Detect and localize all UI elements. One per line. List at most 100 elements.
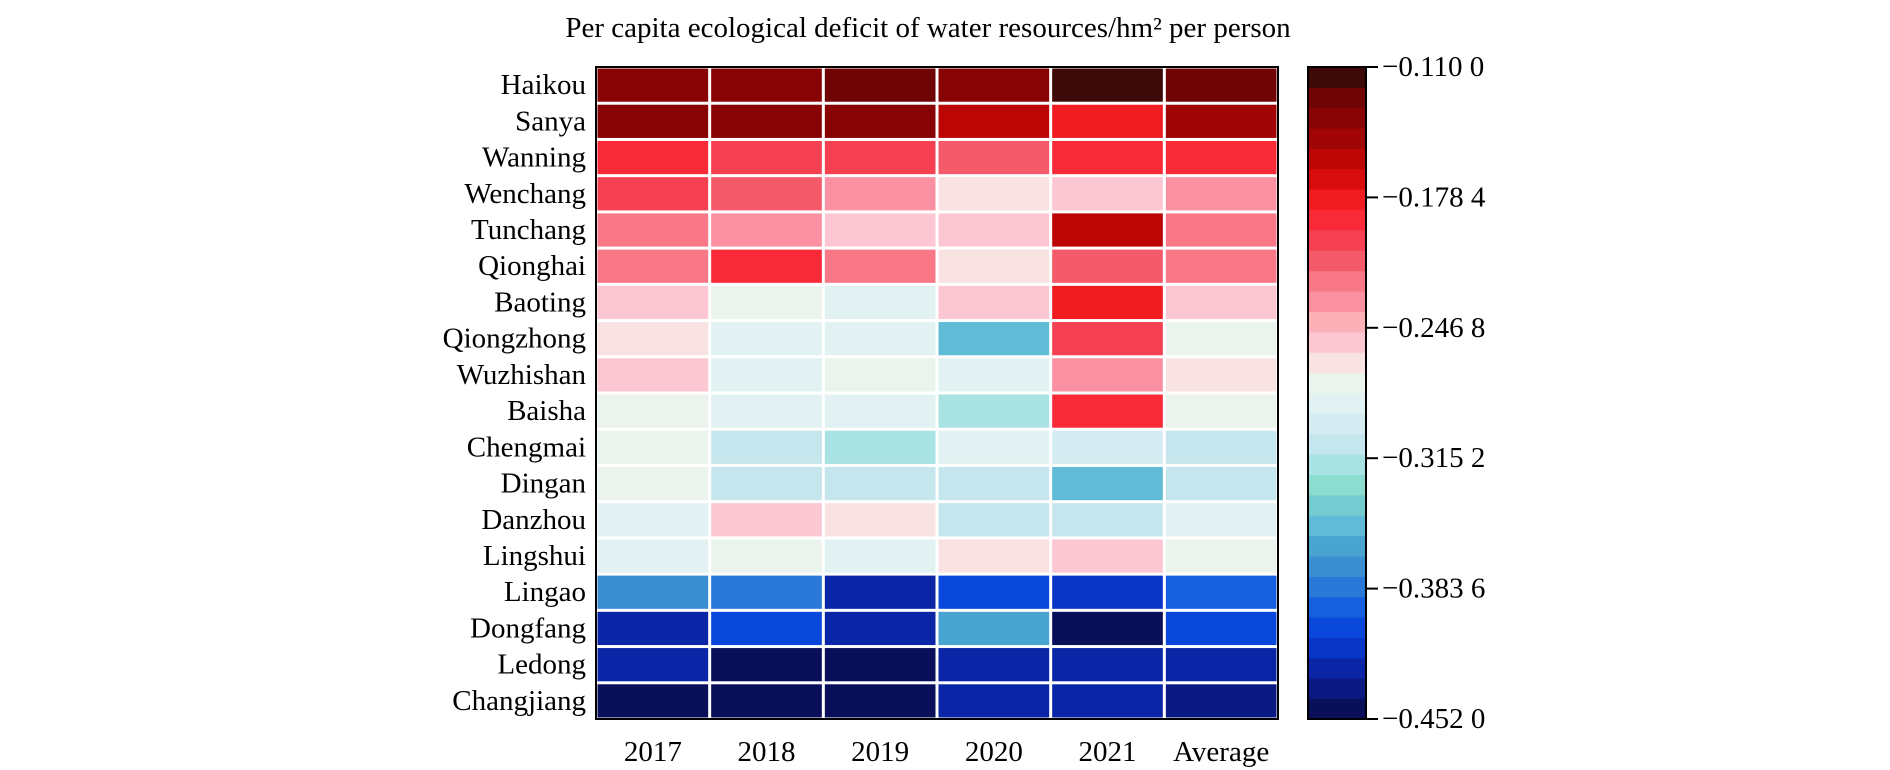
heatmap-cell [1052,104,1163,138]
heatmap-cell [711,430,822,464]
chart-title: Per capita ecological deficit of water r… [565,12,1291,44]
heatmap-cell [938,322,1050,356]
column-labels: 2017 2018 2019 2020 2021 Average [624,736,1269,768]
heatmap-cell [1052,684,1163,718]
heatmap-cell [1052,140,1163,175]
heatmap-cell [1052,249,1163,283]
colorbar-segment [1308,556,1366,577]
heatmap-cell [1052,430,1163,464]
colorbar-segment [1308,107,1366,129]
colorbar-segment [1308,413,1366,435]
colorbar-segment [1308,657,1366,679]
heatmap-cell [1052,213,1163,247]
heatmap-cell [1165,213,1277,247]
heatmap-cell [1052,322,1163,356]
heatmap-cell [597,503,709,537]
heatmap-cell [597,684,709,718]
heatmap-cell [1165,539,1277,573]
heatmap-cell [711,213,822,247]
heatmap-cell [597,611,709,646]
heatmap-cell [824,466,936,501]
colorbar-tick-label: −0.178 4 [1382,181,1486,213]
heatmap-cell [824,611,936,646]
colorbar-segment [1308,637,1366,659]
heatmap-cell [597,539,709,573]
colorbar-segment [1308,128,1366,149]
heatmap-cell [1052,466,1163,501]
heatmap-cell [711,322,822,356]
row-label: Haikou [501,69,586,101]
colorbar-segment [1308,617,1366,638]
colorbar-frame [1307,66,1367,720]
colorbar-segment [1308,576,1366,598]
heatmap-cell [824,575,936,609]
colorbar-segment [1308,291,1366,312]
row-label: Wanning [482,142,586,174]
heatmap-cell [938,394,1050,428]
heatmap-cell [824,503,936,537]
heatmap-cell [1165,466,1277,501]
heatmap-cell [938,177,1050,211]
heatmap-cell [1165,575,1277,609]
colorbar-segment [1308,535,1366,557]
heatmap-cell [597,648,709,682]
heatmap-cell [938,285,1050,320]
colorbar-segment [1308,230,1366,251]
heatmap-cell [711,539,822,573]
heatmap-cell [1165,68,1277,102]
heatmap-cell [1165,285,1277,320]
heatmap-cell [597,285,709,320]
heatmap-cell [711,611,822,646]
heatmap-cell [1165,430,1277,464]
heatmap-cell [711,503,822,537]
heatmap-cell [938,358,1050,392]
colorbar-segment [1308,494,1366,516]
heatmap-cell [824,213,936,247]
row-label: Dingan [501,468,587,500]
heatmap-cell [711,648,822,682]
heatmap-cell [1052,358,1163,392]
colorbar-tick-label: −0.452 0 [1382,703,1485,735]
heatmap-cell [711,104,822,138]
row-label: Baisha [507,395,586,427]
colorbar-segment [1308,250,1366,272]
heatmap-cell [824,322,936,356]
heatmap-cell [597,466,709,501]
heatmap-cell [711,68,822,102]
heatmap-cell [1052,503,1163,537]
colorbar-tick-label: −0.110 0 [1382,51,1484,83]
colorbar-segment [1308,311,1366,333]
colorbar-tick-label: −0.246 8 [1382,312,1485,344]
heatmap-cell [938,68,1050,102]
heatmap-cell [938,648,1050,682]
colorbar-segment [1308,270,1366,292]
row-label: Changjiang [452,685,586,717]
row-labels: Haikou Sanya Wanning Wenchang Tunchang Qiongh… [443,69,587,717]
colorbar-segment [1308,168,1366,190]
heatmap-cell [824,285,936,320]
heatmap-cell [597,322,709,356]
colorbar-tick-label: −0.383 6 [1382,573,1485,605]
heatmap-cell [938,249,1050,283]
heatmap-cell [1165,611,1277,646]
heatmap-cell [711,358,822,392]
heatmap-cell [711,575,822,609]
heatmap-cell [1165,104,1277,138]
heatmap-cell [824,104,936,138]
row-label: Chengmai [467,431,586,463]
row-label: Ledong [497,649,586,681]
row-label: Wuzhishan [457,359,587,391]
colorbar-segment [1308,474,1366,496]
colorbar-segment [1308,678,1366,700]
heatmap-cell [824,358,936,392]
heatmap-cell [597,140,709,175]
column-label: 2019 [851,736,909,768]
heatmap-cell [938,430,1050,464]
colorbar-segment [1308,209,1366,231]
row-label: Lingshui [483,540,586,572]
colorbar-segment [1308,454,1366,475]
column-label: 2018 [738,736,796,768]
heatmap-cells [597,68,1277,718]
heatmap-cell [711,394,822,428]
colorbar-segment [1308,148,1366,170]
